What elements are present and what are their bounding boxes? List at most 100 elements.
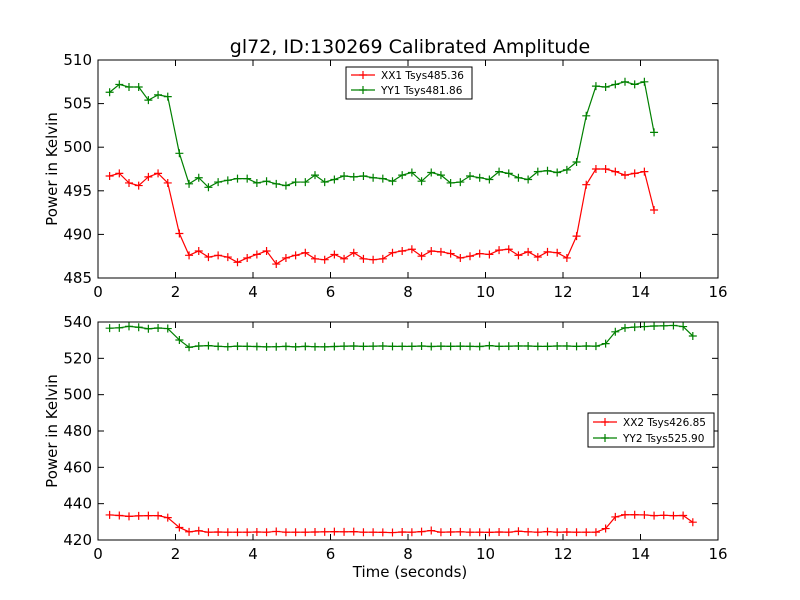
chart-1-series-1-point [543,247,552,256]
chart-1-series-1-point [378,254,387,263]
chart-1-series-1-point [262,246,271,255]
chart-2-series-2-point [115,323,124,332]
chart-2-series-2-point [163,324,172,333]
chart-1-xtick-label: 10 [476,283,495,301]
chart-2-series-2-point [105,324,114,333]
chart-2-xtick-label: 10 [476,545,495,563]
chart-1-series-2-point [630,80,639,89]
chart-2-series-1-point [125,512,133,521]
chart-1-series-1-point [204,253,213,262]
chart-1-series-1-point [340,254,349,263]
chart-1-series-1-point [272,260,281,269]
chart-2-series-2-point [621,323,629,332]
chart-1-series-1-point [388,248,397,257]
chart-2-series-1-point [630,510,639,519]
chart-2-series-1-point [233,528,242,537]
chart-2-series-2-point [369,342,378,351]
chart-1-series-1-point [233,258,242,267]
chart-2-ytick-label: 420 [63,531,92,549]
chart-2-series-1-point [359,528,368,537]
chart-2-ylabel: Power in Kelvin [43,374,61,488]
chart-1-series-1-point [281,253,290,262]
chart-2-series-1-point [144,511,153,520]
chart-2-ytick-label: 480 [63,422,92,440]
chart-2-series-2-point [582,341,591,350]
chart-1-xtick-label: 8 [403,283,413,301]
chart-1-xtick-label: 6 [326,283,336,301]
chart-2-series-2-point [185,343,194,352]
chart-2-series-1-point [650,511,659,520]
chart-1-series-1-point [252,250,261,259]
chart-1-series-2-point [369,173,378,182]
chart-2-legend: XX2 Tsys426.85 YY2 Tsys525.90 [587,412,715,448]
chart-2-ytick-label: 460 [63,458,92,476]
chart-1-series-2-point [291,178,300,187]
chart-1-series-1-point [330,250,339,259]
chart-2-series-1-point [163,513,172,522]
chart-1-series-2-point [591,82,600,91]
chart-1-series-2-point [611,80,620,89]
chart-2-series-1-point [640,510,649,519]
chart-2-series-2-point [572,342,581,351]
chart-2-series-2-point [533,342,542,351]
chart-1-series-1-point [349,248,358,257]
chart-1-ytick-label: 490 [63,225,92,243]
chart-2-series-1-point [533,528,542,537]
chart-1-series-1-point [456,253,465,262]
chart-2-series-1-point [504,528,513,537]
chart-2-xtick-label: 0 [93,545,103,563]
chart-2-series-1-point [679,511,688,520]
chart-2-series-1-point [582,528,591,537]
chart-2-series-1-point [243,528,252,537]
chart-1-series-2-point [233,174,242,183]
chart-2-series-2-point [388,342,397,351]
chart-2-series-2-point [543,342,552,351]
chart-1-series-1-point [154,169,163,178]
chart-1-series-1-point [533,253,542,262]
chart-1-series-1-point [514,251,523,260]
chart-1-series-1-point [436,247,445,256]
chart-2-series-2-point [252,342,261,351]
chart-2-series-2-point [436,342,445,351]
chart-1-series-2-point [311,171,319,180]
chart-2: 0 2 4 6 8 10 12 14 16 420 440 460 480 500 520 540 Power… [43,313,728,581]
chart-1-series-2-point [223,176,232,185]
chart-1-series-2-point [514,173,523,182]
chart-1-series-2-point [543,166,552,175]
chart-2-series-2-point [417,341,426,350]
chart-2-xtick-label: 6 [326,545,336,563]
chart-2-xtick-label: 2 [171,545,181,563]
chart-1-series-2-point [640,77,649,86]
chart-1-series-2-point [417,177,426,186]
chart-2-series-2-point [272,342,281,351]
chart-2-series-1-point [281,528,290,537]
chart-2-series-2-point [640,322,649,331]
chart-1-series-2-point [553,168,562,177]
chart-1-series-2-point [601,83,610,92]
chart-1-series-1-point [504,245,513,254]
chart-1-series-1-point [320,255,329,264]
chart-1-series-1-point [562,253,571,262]
chart-1-series-1-point [621,171,629,180]
chart-1-legend-label-yy1: YY1 Tsys481.86 [380,85,463,97]
chart-2-series-2-point [659,321,668,330]
chart-1-series-1-point [175,229,184,238]
chart-2-series-1-point [621,510,629,519]
chart-2-series-2-point [562,341,571,350]
chart-2-series-1-point [272,527,281,536]
chart-1-series-1-point [650,205,659,214]
chart-2-series-1-point [611,512,620,521]
chart-1-series-1-point [427,246,436,255]
chart-2-series-2-point [301,342,310,351]
chart-2-series-1-point [514,527,523,536]
chart-2-series-2-point [611,327,620,336]
chart-2-series-1-point [562,528,571,537]
chart-1-series-1-point [407,245,416,254]
chart-2-series-2-point [475,342,484,351]
chart-2-series-2-point [359,342,368,351]
chart-2-series-1-point [185,527,194,536]
chart-1-series-1-point [466,252,474,261]
chart-1-series-2-point [388,177,397,186]
chart-1-legend-marker-yy1 [359,86,367,94]
chart-2-series-1-point [659,511,668,520]
